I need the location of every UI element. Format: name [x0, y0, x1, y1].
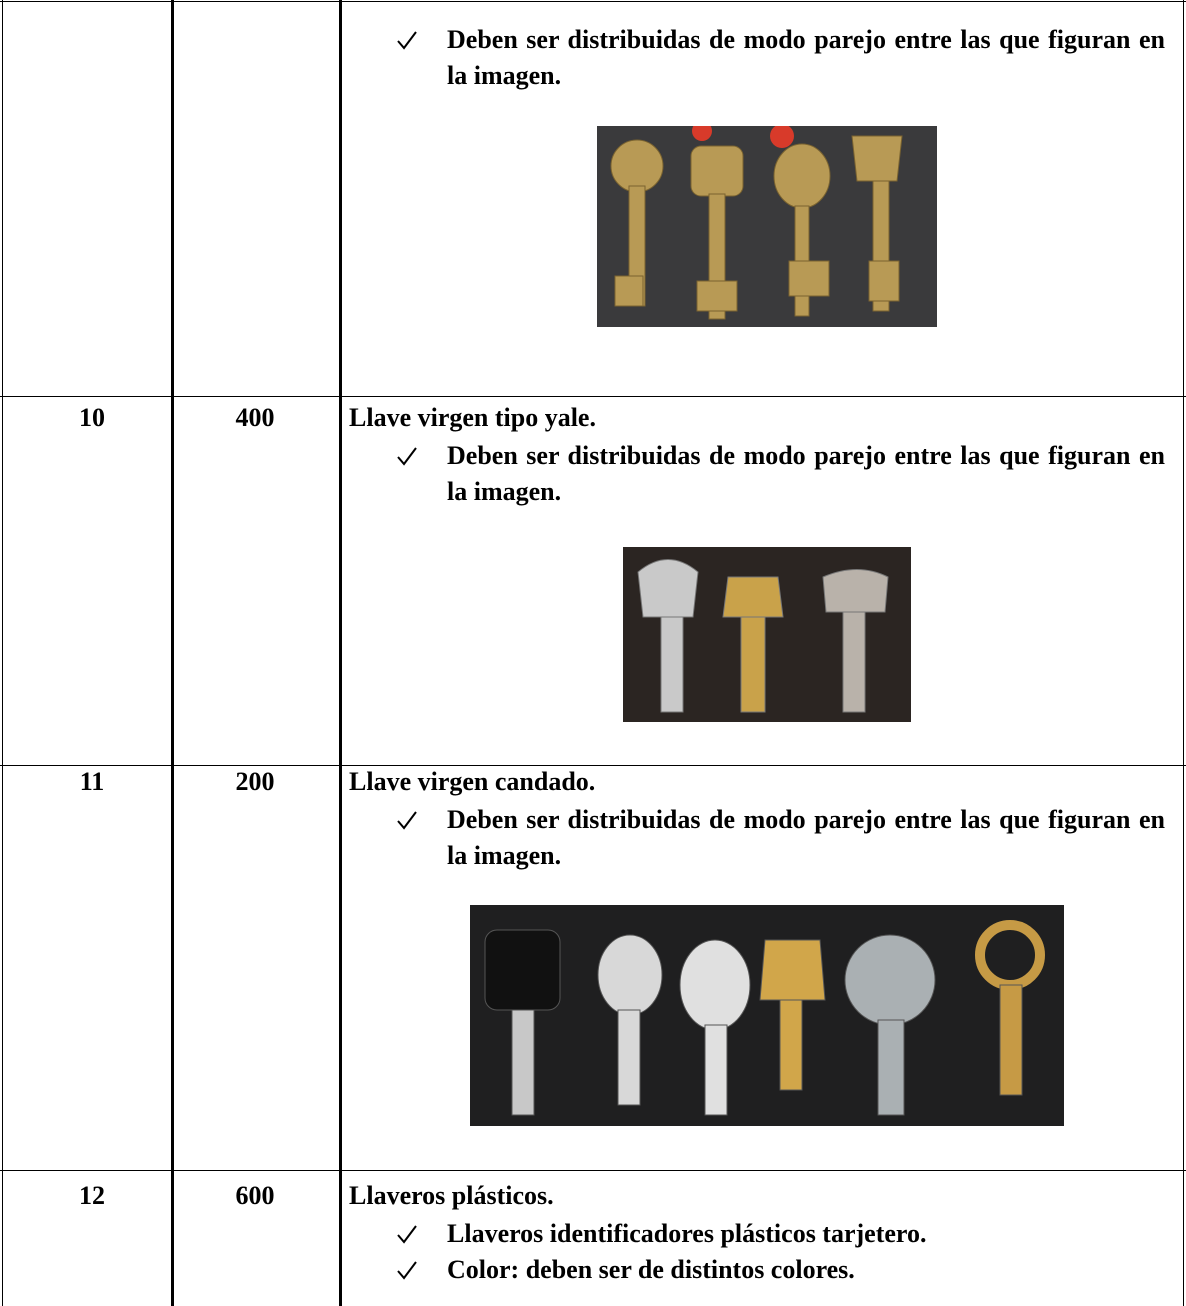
key-photo [470, 905, 1064, 1126]
description: Llave virgen candado. [349, 767, 596, 796]
item-number: 12 [79, 1181, 105, 1210]
key-photo [623, 547, 911, 722]
row-border [0, 1, 1186, 2]
item-number: 11 [79, 767, 105, 796]
item-number: 10 [79, 403, 105, 432]
check-icon [397, 1225, 417, 1244]
table-border [2, 0, 3, 1306]
bullet-text: Color: deben ser de distintos colores. [447, 1255, 855, 1284]
bullet-text: Deben ser distribuidas de modo parejo en… [447, 441, 1165, 506]
quantity: 400 [235, 403, 275, 432]
table-border [171, 0, 174, 1306]
bullet-text: Llaveros identificadores plásticos tarje… [447, 1219, 927, 1248]
key-photo [597, 126, 937, 327]
bullet-text: Deben ser distribuidas de modo parejo en… [447, 25, 1165, 90]
row-border [0, 765, 1186, 766]
check-icon [397, 1261, 417, 1280]
description: Llave virgen tipo yale. [349, 403, 596, 432]
row-border [0, 396, 1186, 397]
check-icon [397, 31, 417, 50]
table-border [1183, 0, 1184, 1306]
check-icon [397, 447, 417, 466]
description: Llaveros plásticos. [349, 1181, 554, 1210]
quantity: 600 [235, 1181, 275, 1210]
quantity: 200 [235, 767, 275, 796]
bullet-text: Deben ser distribuidas de modo parejo en… [447, 805, 1165, 870]
table-border [339, 0, 342, 1306]
row-border [0, 1170, 1186, 1171]
check-icon [397, 811, 417, 830]
